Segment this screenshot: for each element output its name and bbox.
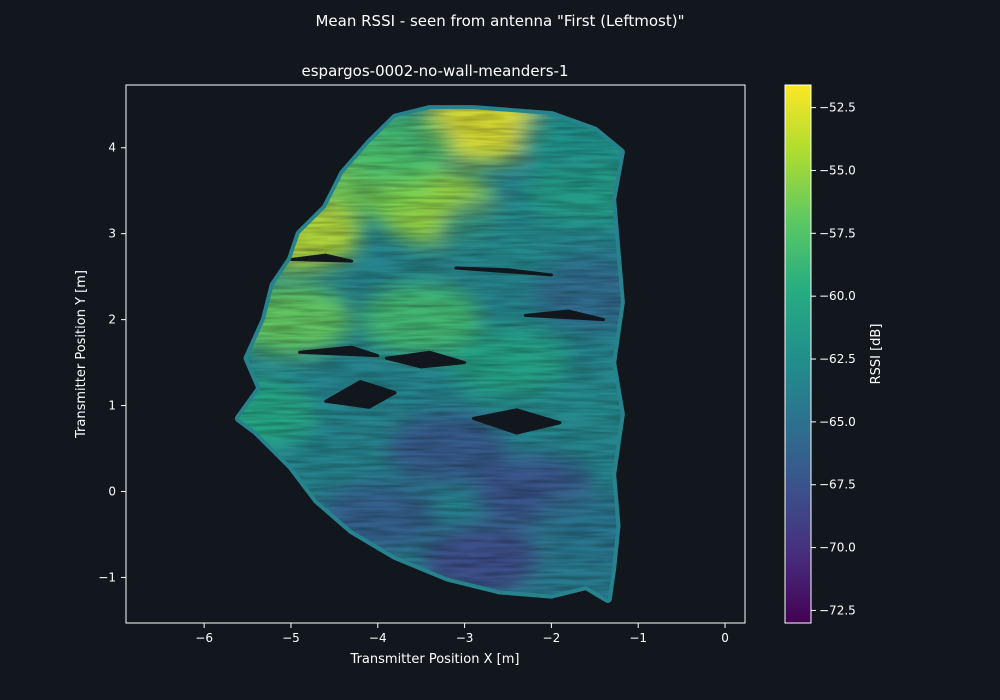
y-tick-label: 4 [108, 141, 116, 155]
coverage-gap [454, 266, 553, 277]
rssi-field [238, 109, 621, 599]
coverage-gap [289, 253, 354, 263]
x-tick-label: −6 [195, 631, 213, 645]
colorbar-tick-label: −70.0 [819, 541, 856, 555]
y-tick-label: 2 [108, 313, 116, 327]
x-tick-label: −5 [282, 631, 300, 645]
coverage-gap [384, 350, 467, 369]
figure-suptitle: Mean RSSI - seen from antenna "First (Le… [315, 12, 684, 30]
colorbar-ticks: −52.5 −55.0 −57.5 −60.0 −62.5 −65.0 −67.5 −70.0… [811, 101, 856, 617]
colorbar-tick-label: −62.5 [819, 352, 856, 366]
scatter-layer [234, 105, 625, 603]
colorbar-tick-label: −60.0 [819, 289, 856, 303]
colorbar-tick-label: −57.5 [819, 226, 856, 240]
x-axis-label: Transmitter Position X [m] [350, 652, 520, 667]
x-tick-label: −2 [543, 631, 561, 645]
colorbar-label: RSSI [dB] [869, 324, 884, 385]
colorbar-gradient [784, 84, 812, 624]
x-tick-label: 0 [721, 631, 729, 645]
y-axis: −1 0 1 2 3 4 [98, 141, 126, 584]
y-tick-label: −1 [98, 570, 116, 584]
coverage-gap [324, 380, 397, 409]
y-tick-label: 0 [108, 485, 116, 499]
coverage-gap [298, 345, 380, 358]
plot-area [234, 105, 625, 603]
x-tick-label: −3 [456, 631, 474, 645]
colorbar-tick-label: −65.0 [819, 415, 856, 429]
x-tick-label: −4 [369, 631, 387, 645]
x-axis: −6 −5 −4 −3 −2 −1 0 [195, 623, 729, 645]
x-tick-label: −1 [629, 631, 647, 645]
colorbar-tick-label: −67.5 [819, 478, 856, 492]
y-tick-label: 3 [108, 227, 116, 241]
y-axis-label: Transmitter Position Y [m] [74, 270, 89, 439]
axes-title: espargos-0002-no-wall-meanders-1 [302, 62, 569, 80]
y-tick-label: 1 [108, 399, 116, 413]
colorbar-tick-label: −72.5 [819, 603, 856, 617]
colorbar-tick-label: −52.5 [819, 101, 856, 115]
colorbar: −52.5 −55.0 −57.5 −60.0 −62.5 −65.0 −67.5 −70.0… [784, 84, 884, 624]
colorbar-tick-label: −55.0 [819, 163, 856, 177]
coverage-gap [523, 309, 605, 322]
coverage-gap [471, 408, 562, 435]
axes-frame [125, 84, 746, 624]
